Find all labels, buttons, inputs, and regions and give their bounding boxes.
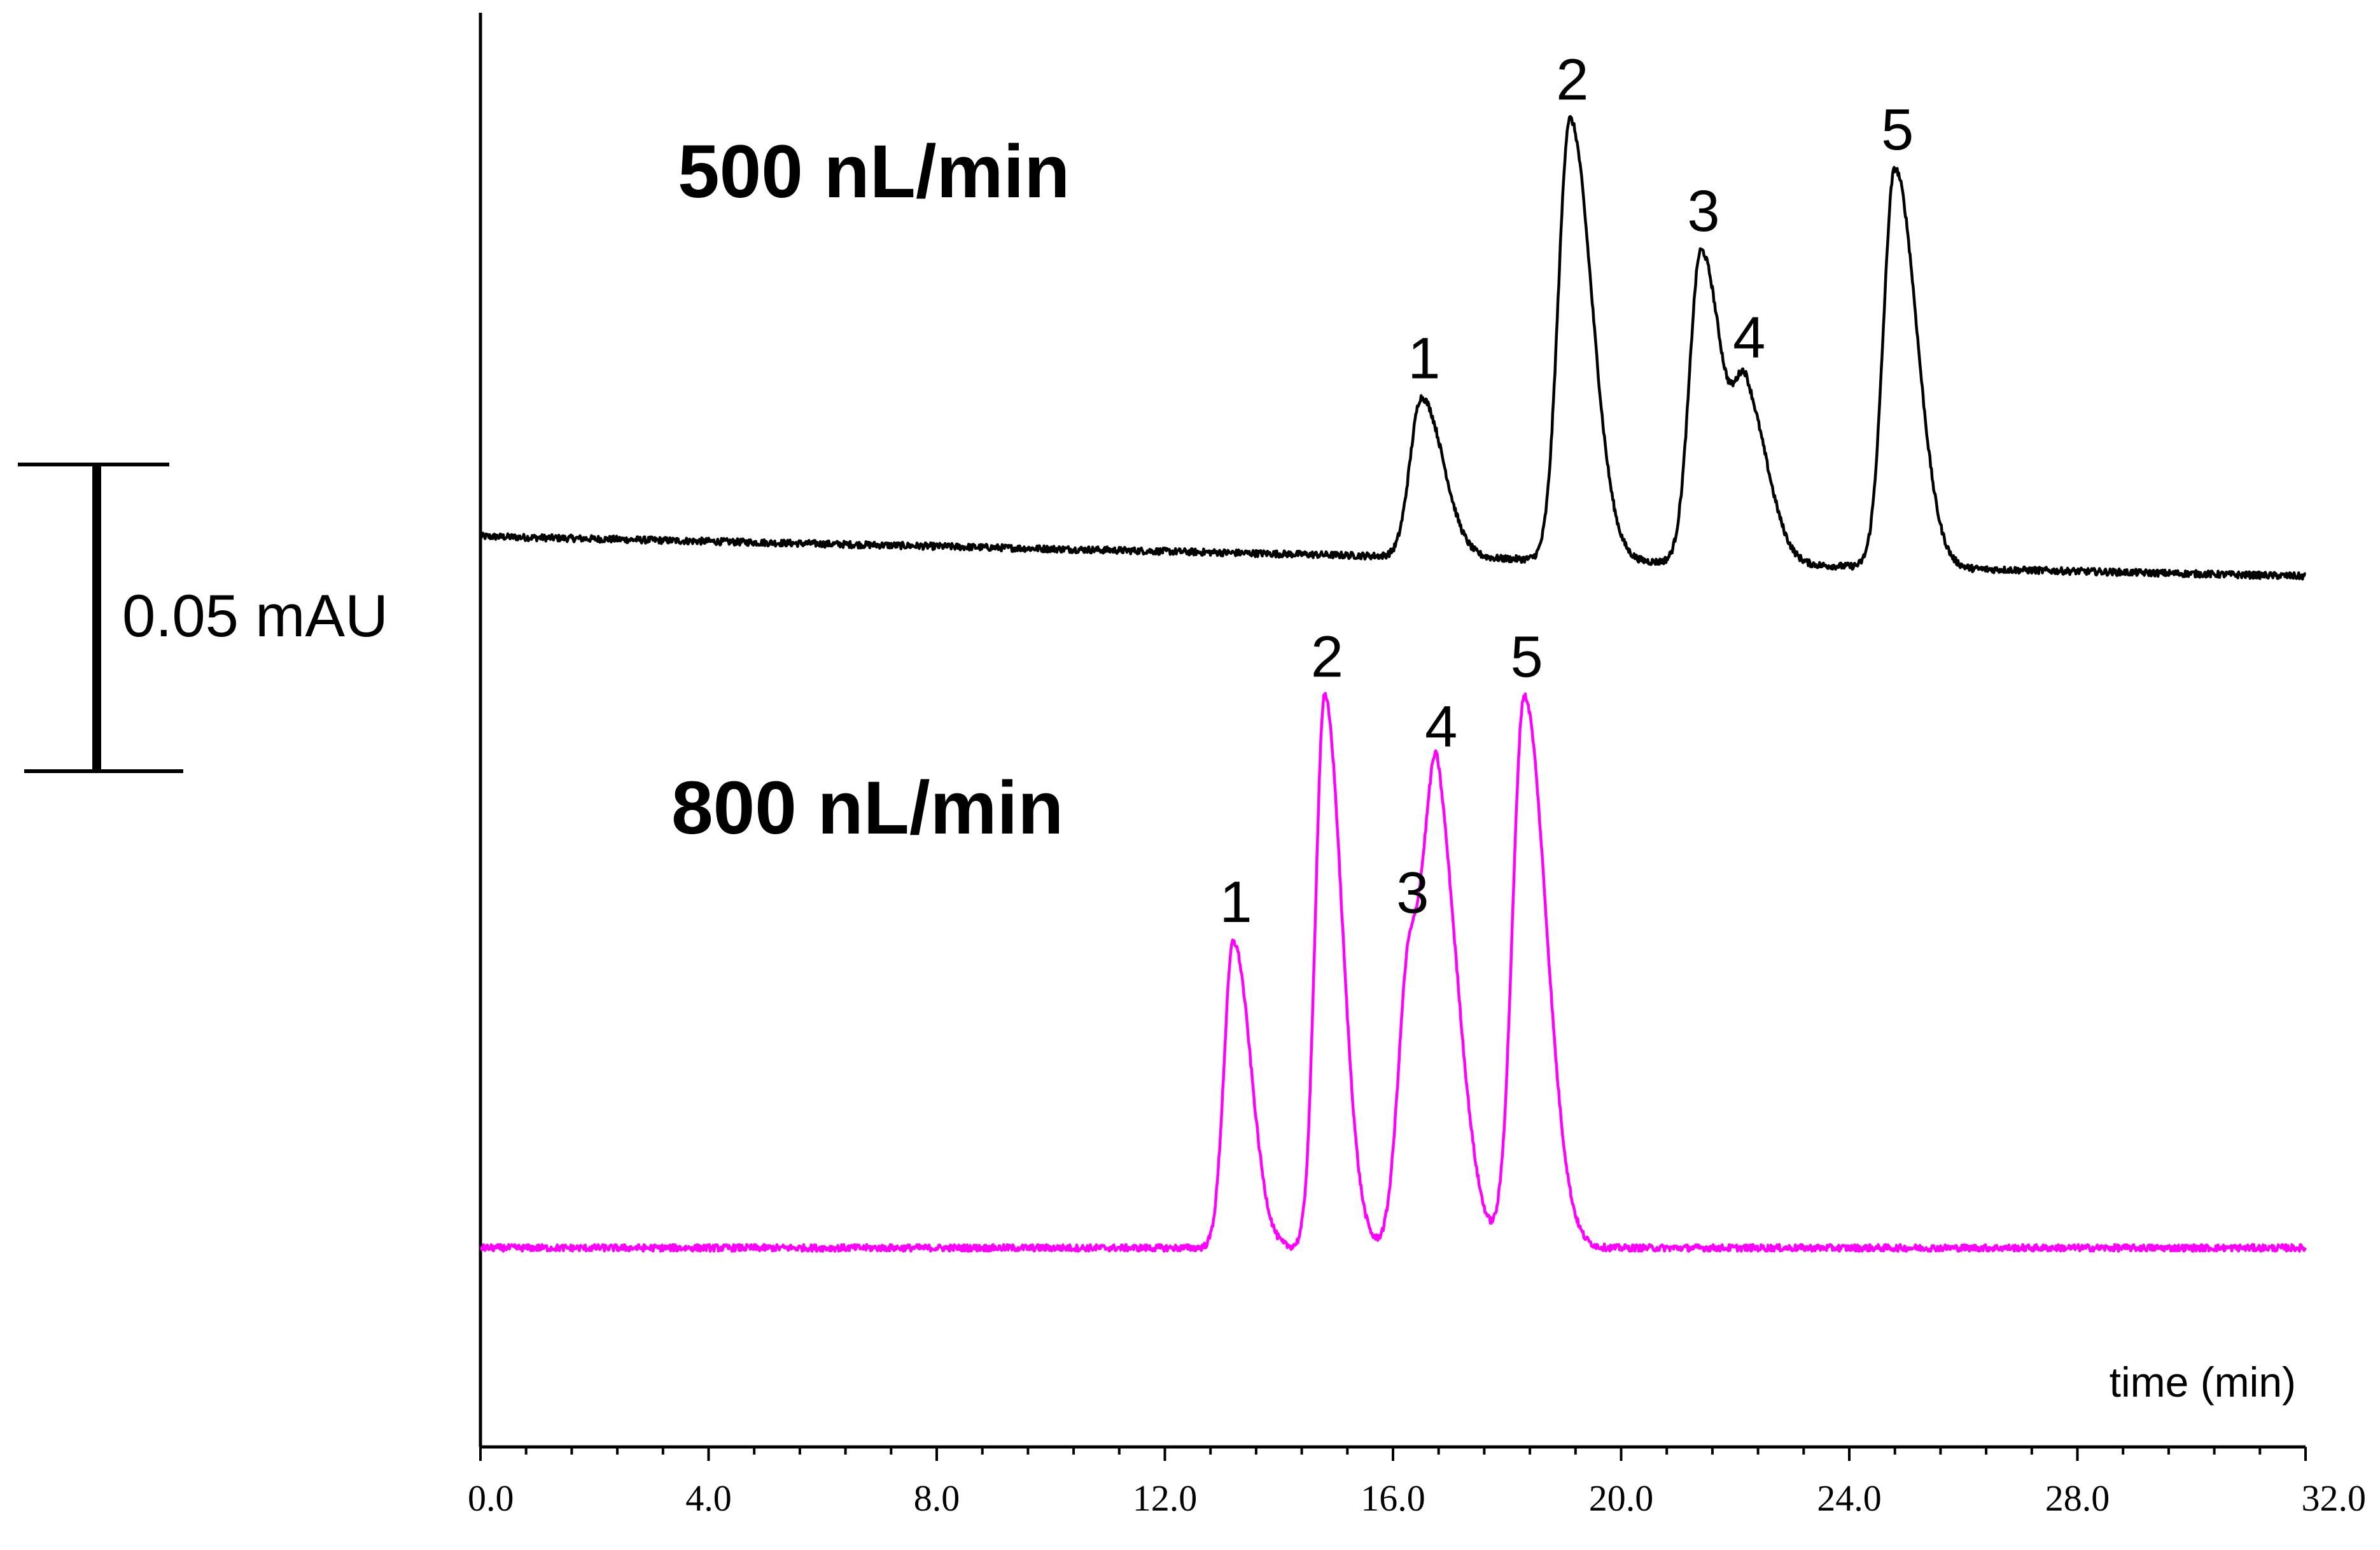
x-tick-label: 0.0: [468, 1477, 514, 1519]
x-axis-title: time (min): [2110, 1358, 2296, 1406]
peak-label: 2: [1311, 625, 1343, 690]
x-tick-layer: 0.0 4.0 8.0 12.0 16.0 20.0 24.0 28.0 32.0: [468, 1447, 2366, 1519]
peak-label: 5: [1881, 97, 1914, 162]
peak-label: 4: [1733, 305, 1765, 370]
peak-label: 1: [1219, 870, 1252, 935]
series-label-800: 800 nL/min: [671, 766, 1063, 850]
peak-label: 5: [1511, 624, 1543, 689]
x-tick-label: 20.0: [1589, 1477, 1654, 1519]
x-tick-label: 4.0: [685, 1477, 732, 1519]
x-tick-label: 12.0: [1133, 1477, 1198, 1519]
series-line-500: [479, 115, 2307, 581]
peak-label: 2: [1556, 47, 1588, 112]
series-line-800: [479, 692, 2307, 1253]
x-tick-label: 24.0: [1817, 1477, 1882, 1519]
series-label-500: 500 nL/min: [678, 130, 1070, 214]
peak-label: 3: [1687, 179, 1719, 244]
x-tick-label: 8.0: [914, 1477, 960, 1519]
peak-label: 1: [1408, 326, 1440, 391]
x-tick-label: 28.0: [2045, 1477, 2110, 1519]
scale-bar-label: 0.05 mAU: [122, 582, 388, 649]
peak-label: 3: [1396, 860, 1429, 925]
scale-bar: 0.05 mAU: [18, 463, 388, 773]
x-tick-label: 32.0: [2302, 1477, 2367, 1519]
peak-label: 4: [1425, 694, 1457, 759]
axes-layer: 0.0 4.0 8.0 12.0 16.0 20.0 24.0 28.0 32.0 time (…: [468, 13, 2366, 1519]
x-tick-label: 16.0: [1361, 1477, 1425, 1519]
series-layer: [479, 115, 2307, 1253]
